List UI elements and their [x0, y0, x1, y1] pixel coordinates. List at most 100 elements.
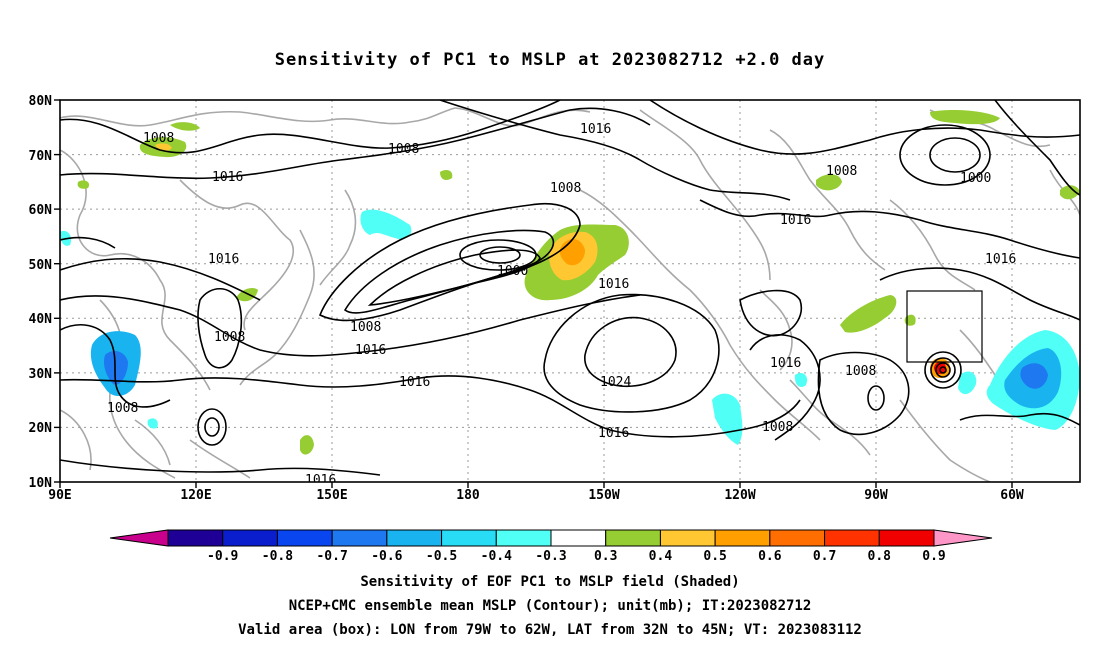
valid-area-box — [906, 290, 983, 363]
map-frame — [59, 99, 1081, 483]
contour-label: 1016 — [208, 252, 239, 267]
lat-label: 40N — [29, 312, 53, 327]
colorbar-box — [878, 529, 935, 547]
colorbar-box — [276, 529, 333, 547]
caption-line-1: Sensitivity of EOF PC1 to MSLP field (Sh… — [360, 574, 740, 590]
colorbar-label: -0.7 — [316, 549, 347, 564]
contour-label: 1016 — [780, 213, 811, 228]
colorbar-label: 0.6 — [758, 549, 782, 564]
contour-label: 1008 — [845, 364, 876, 379]
positive-shade-region — [930, 110, 1000, 125]
colorbar-labels: -0.9 -0.8 -0.7 -0.6 -0.5 -0.4 -0.3 0.3 0.4 0.5 0.6… — [207, 549, 946, 564]
contour-label: 1016 — [355, 343, 386, 358]
colorbar-label: 0.9 — [922, 549, 945, 564]
negative-shade-region — [1020, 363, 1048, 389]
contour-label: 1008 — [350, 320, 381, 335]
lon-label: 120E — [180, 488, 211, 503]
colorbar-box — [167, 529, 224, 547]
caption-line-3: Valid area (box): LON from 79W to 62W, L… — [238, 622, 862, 638]
lon-label: 60W — [1000, 488, 1024, 503]
negative-shade-region — [360, 209, 412, 240]
positive-shade-region — [300, 435, 314, 455]
colorbar-box — [550, 529, 607, 547]
colorbar-box — [222, 529, 278, 547]
colorbar-box — [824, 529, 880, 547]
positive-shade-region — [440, 170, 453, 180]
colorbar-label: -0.9 — [207, 549, 238, 564]
contour-label: 1008 — [762, 420, 793, 435]
colorbar-label: -0.6 — [371, 549, 402, 564]
colorbar-box — [441, 529, 497, 547]
tick-marks — [54, 99, 1013, 488]
lat-label: 50N — [29, 258, 53, 273]
positive-shade-region — [155, 143, 172, 151]
shaded-regions — [60, 110, 1080, 455]
longitude-labels: 90E 120E 150E 180 150W 120W 90W 60W — [48, 488, 1024, 503]
contour-label: 1016 — [212, 170, 243, 185]
lat-label: 60N — [29, 203, 53, 218]
colorbar-label: 0.3 — [594, 549, 617, 564]
latitude-labels: 80N 70N 60N 50N 40N 30N 20N 10N — [29, 94, 53, 491]
colorbar-label: 0.7 — [813, 549, 836, 564]
colorbar-label: 0.5 — [703, 549, 726, 564]
negative-shade-region — [958, 371, 977, 395]
map-panel: 1008 1008 1016 1016 1008 1016 1000 1016 … — [60, 100, 1080, 482]
contour-label: 1008 — [214, 330, 245, 345]
positive-shade-region — [840, 295, 897, 333]
lat-label: 10N — [29, 476, 53, 491]
colorbar-box — [386, 529, 443, 547]
contour-label: 1008 — [826, 164, 857, 179]
lon-label: 90E — [48, 488, 71, 503]
colorbar-box — [331, 529, 388, 547]
map-title: Sensitivity of PC1 to MSLP at 2023082712… — [274, 50, 826, 70]
lon-label: 150W — [588, 488, 619, 503]
colorbar-label: -0.3 — [535, 549, 566, 564]
positive-shade-region — [1060, 185, 1080, 200]
positive-shade-region — [816, 174, 842, 191]
contour-label: 1008 — [388, 142, 419, 157]
contour-label: 1024 — [600, 375, 631, 390]
contour-label: 1016 — [399, 375, 430, 390]
contour-label: 1008 — [107, 401, 138, 416]
contour-label: 1000 — [960, 171, 991, 186]
lat-label: 20N — [29, 421, 53, 436]
positive-shade-region — [170, 122, 200, 131]
colorbar-label: 0.8 — [868, 549, 892, 564]
colorbar-box — [495, 529, 552, 547]
lat-label: 80N — [29, 94, 53, 109]
lon-label: 90W — [864, 488, 888, 503]
contour-label: 1016 — [598, 426, 629, 441]
lat-label: 30N — [29, 367, 53, 382]
colorbar-label: -0.8 — [262, 549, 293, 564]
negative-shade-region — [712, 393, 743, 445]
negative-shade-region — [103, 350, 128, 385]
caption-line-2: NCEP+CMC ensemble mean MSLP (Contour); u… — [288, 598, 812, 614]
colorbar-right-triangle — [933, 529, 993, 547]
colorbar-label: -0.4 — [481, 549, 512, 564]
contour-label: 1008 — [143, 131, 174, 146]
colorbar-box — [659, 529, 716, 547]
contour-label: 1008 — [550, 181, 581, 196]
colorbar-left-triangle — [109, 529, 169, 547]
lon-label: 120W — [724, 488, 755, 503]
contour-label: 1016 — [985, 252, 1016, 267]
colorbar-box — [714, 529, 771, 547]
coastlines — [60, 107, 1080, 482]
colorbar-label: -0.5 — [426, 549, 457, 564]
lon-label: 180 — [456, 488, 480, 503]
lon-label: 150E — [316, 488, 347, 503]
contour-label: 1016 — [580, 122, 611, 137]
mslp-contours — [60, 100, 1080, 476]
colorbar — [109, 529, 993, 547]
colorbar-box — [769, 529, 826, 547]
colorbar-box — [605, 529, 661, 547]
colorbar-label: 0.4 — [649, 549, 673, 564]
contour-label: 1000 — [497, 264, 528, 279]
lat-label: 70N — [29, 149, 53, 164]
negative-shade-region — [794, 373, 808, 387]
contour-labels: 1008 1008 1016 1016 1008 1016 1000 1016 … — [107, 122, 1016, 482]
positive-shade-region — [236, 287, 258, 302]
contour-label: 1016 — [598, 277, 629, 292]
contour-label: 1016 — [770, 356, 801, 371]
